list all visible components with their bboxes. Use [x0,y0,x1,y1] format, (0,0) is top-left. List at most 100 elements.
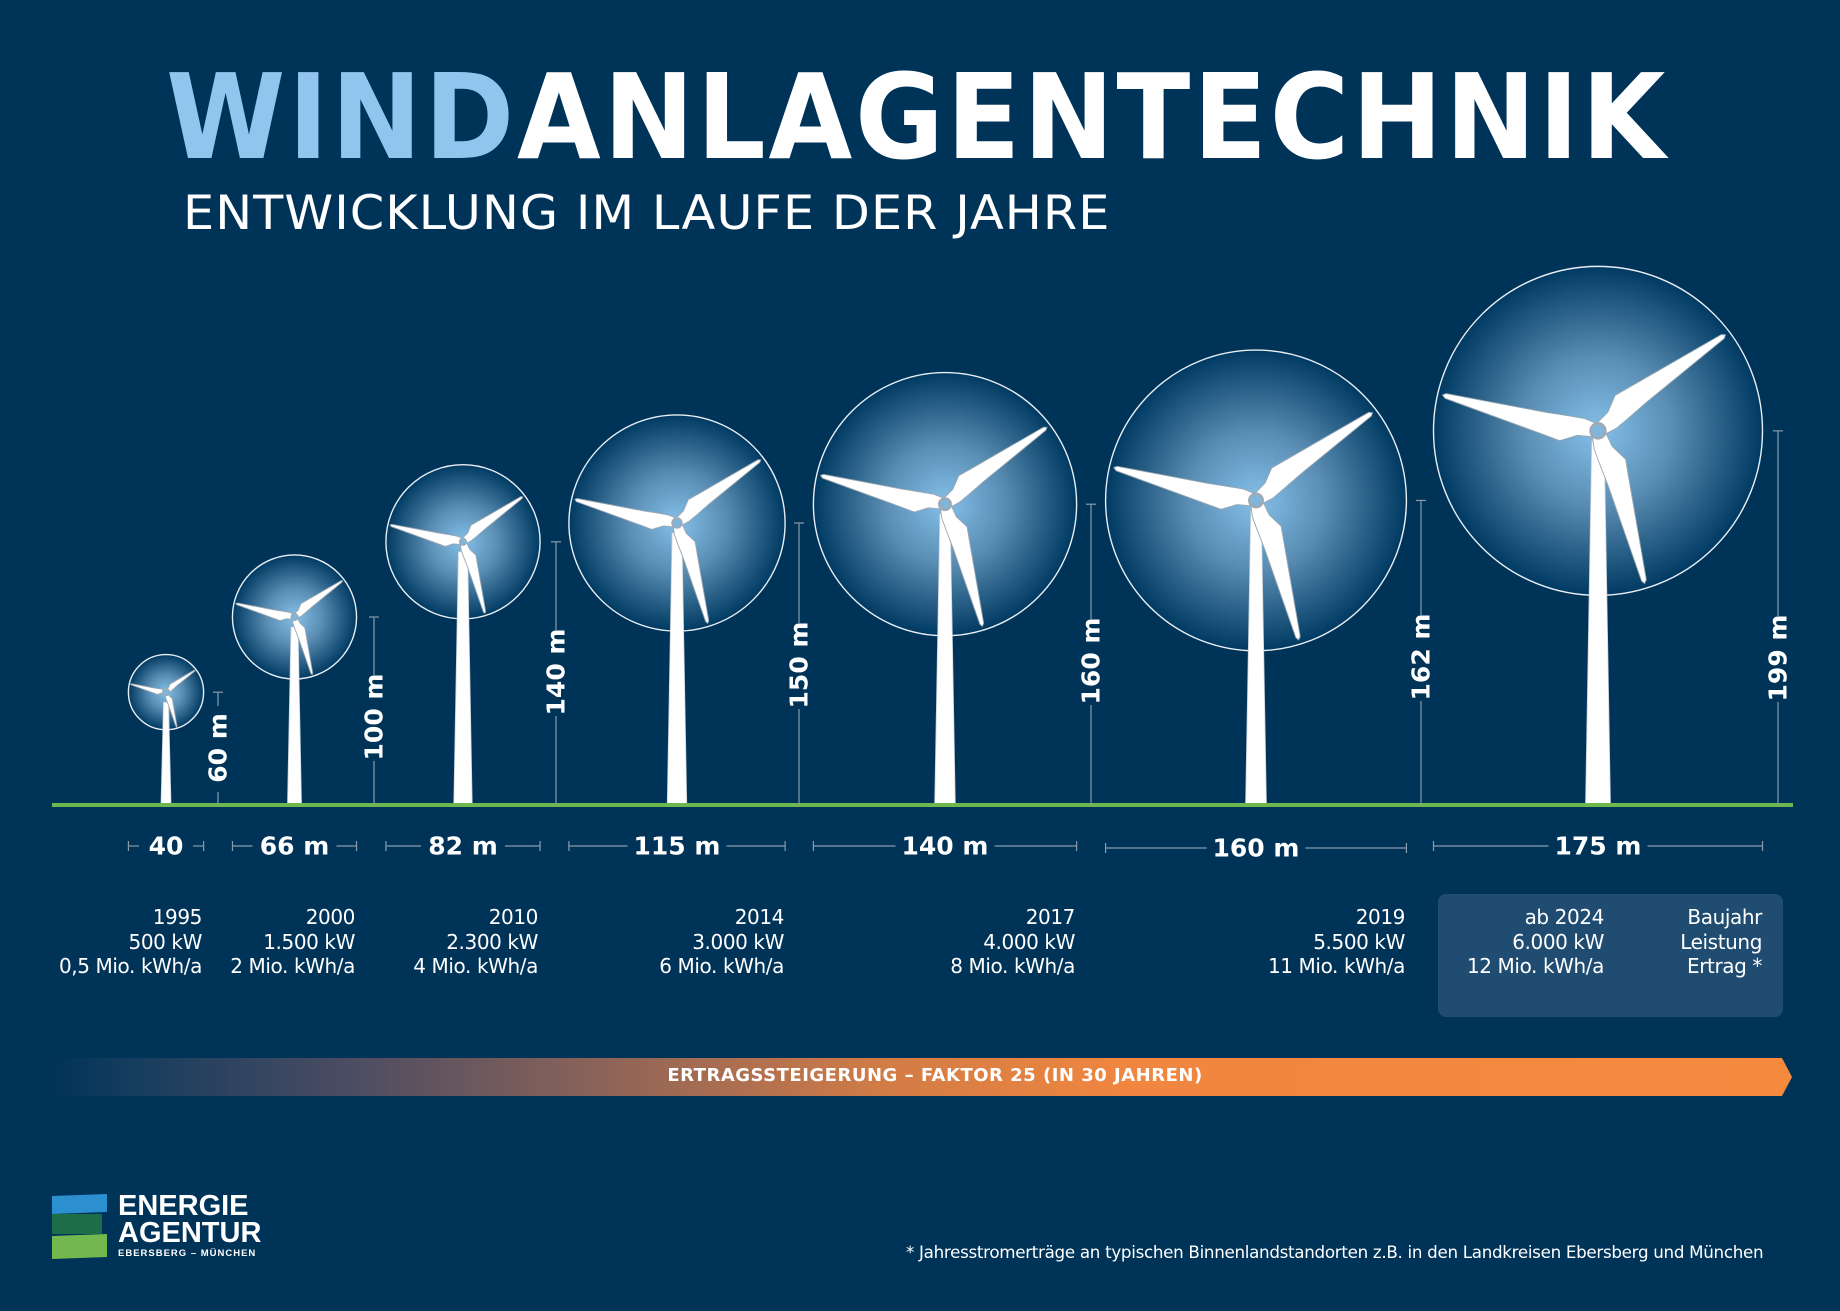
hub [161,688,171,697]
info-power: 5.500 kW [1313,929,1405,954]
blade [673,459,762,527]
rotor-diameter-dimension: 40 [127,832,205,861]
hub-height-dimension: 160 m [1077,503,1106,805]
title-highlight: WIND [166,48,517,186]
blade [460,496,524,545]
turbine-2017 [812,371,1078,805]
dimensions-layer: 60 m 40 100 m 66 m 140 m 82 m 150 m 115 m 160 m 1… [127,430,1793,863]
rotor-diameter-dimension: 140 m [812,832,1078,861]
highlight-box [1438,894,1783,1017]
turbine-info: ab 2024 6.000 kW 12 Mio. kWh/a [1467,905,1604,979]
blade [1249,498,1301,641]
turbine-2019 [1104,349,1408,805]
logo: ENERGIE AGENTUR EBERSBERG – MÜNCHEN [52,1192,292,1262]
hub [938,497,952,512]
hub [1248,492,1264,509]
rotor-diameter-dimension: 82 m [385,832,541,861]
hub-height-dimension: 60 m [204,691,233,805]
blade [574,498,679,530]
page-title: WINDANLAGENTECHNIK [166,52,1668,182]
blade [1441,393,1600,442]
info-year: 1995 [152,905,203,929]
logo-line-2: AGENTUR [118,1217,262,1249]
turbine-2010 [385,464,541,805]
rotor-diameter-label: 175 m [1555,832,1642,861]
hub [458,537,468,546]
turbine-info: 2019 5.500 kW 11 Mio. kWh/a [1268,905,1405,979]
turbine-info: 2014 3.000 kW 6 Mio. kWh/a [659,905,784,979]
info-power: 6.000 kW [1512,929,1604,954]
hub [671,517,683,529]
hub-height-label: 199 m [1764,615,1793,702]
hub-height-dimension: 199 m [1764,430,1793,805]
info-year: ab 2024 [1524,905,1605,929]
blade [1251,411,1374,506]
blade [235,602,296,622]
blade [291,615,314,676]
logo-stripe-blue [52,1194,107,1214]
hub-height-dimension: 100 m [360,616,389,805]
info-yield: 4 Mio. kWh/a [413,954,538,978]
blade [1113,465,1258,510]
turbine-info: 1995 500 kW 0,5 Mio. kWh/a [59,905,202,979]
hub [290,612,299,622]
turbine-2000 [231,554,358,805]
logo-line-3: EBERSBERG – MÜNCHEN [118,1248,257,1259]
info-yield: 6 Mio. kWh/a [659,954,784,978]
trend-arrow [52,1058,1792,1096]
blade [941,426,1048,509]
rotor-diameter-dimension: 115 m [568,832,786,861]
info-yield: 8 Mio. kWh/a [950,954,1075,978]
rotor-diameter-dimension: 66 m [231,832,358,861]
page-subtitle: ENTWICKLUNG IM LAUFE DER JAHRE [183,186,1111,241]
info-year: 2010 [488,905,539,929]
blade [1591,428,1647,585]
hub-height-dimension: 162 m [1407,499,1436,805]
title-rest: ANLAGENTECHNIK [516,48,1669,186]
legend-power: Leistung [1680,929,1762,954]
turbine-1995 [127,653,205,805]
blade [292,580,344,620]
rotor-diameter-label: 82 m [428,832,498,861]
logo-stripe-green [52,1234,107,1259]
rotor-diameter-dimension: 160 m [1104,834,1408,863]
turbine-info: 2000 1.500 kW 2 Mio. kWh/a [230,905,355,979]
hub-height-label: 100 m [360,674,389,761]
info-yield: 11 Mio. kWh/a [1267,954,1405,978]
blade [939,502,985,628]
blade [672,521,710,625]
info-power: 1.500 kW [263,929,355,954]
hub-height-label: 160 m [1077,618,1106,705]
blade [459,540,487,615]
rotor-diameter-label: 160 m [1213,834,1300,863]
hub [1589,422,1607,440]
footnote: * Jahresstromerträge an typischen Binnen… [905,1243,1764,1262]
logo-stripe-darkgreen [52,1214,102,1234]
hub-height-label: 162 m [1407,614,1436,701]
info-yield: 0,5 Mio. kWh/a [58,954,202,978]
rotor-diameter-label: 140 m [902,832,989,861]
turbine-ab-2024 [1432,265,1764,805]
legend-year: Baujahr [1687,905,1762,929]
info-year: 2000 [305,905,356,929]
hub-height-label: 60 m [204,713,233,783]
hub-height-label: 140 m [542,629,571,716]
turbine-info: 2010 2.300 kW 4 Mio. kWh/a [413,905,538,979]
rotor-diameter-label: 40 [149,832,184,861]
info-yield: 2 Mio. kWh/a [230,954,355,978]
hub-height-dimension: 140 m [542,541,571,805]
info-year: 2014 [734,905,785,929]
legend: Baujahr Leistung Ertrag * [1680,905,1762,979]
info-power: 2.300 kW [446,929,538,954]
legend-yield: Ertrag * [1686,954,1762,978]
hub-height-label: 150 m [785,622,814,709]
trend-label: ERTRAGSSTEIGERUNG – FAKTOR 25 (IN 30 JAH… [667,1065,1203,1086]
info-yield: 12 Mio. kWh/a [1466,954,1604,978]
rotor-diameter-label: 66 m [260,832,330,861]
logo-line-1: ENERGIE [118,1190,249,1222]
turbines-layer [127,265,1764,805]
turbine-info: 2017 4.000 kW 8 Mio. kWh/a [950,905,1075,979]
blade [389,523,465,547]
info-year: 2019 [1355,905,1406,929]
info-power: 4.000 kW [983,929,1075,954]
